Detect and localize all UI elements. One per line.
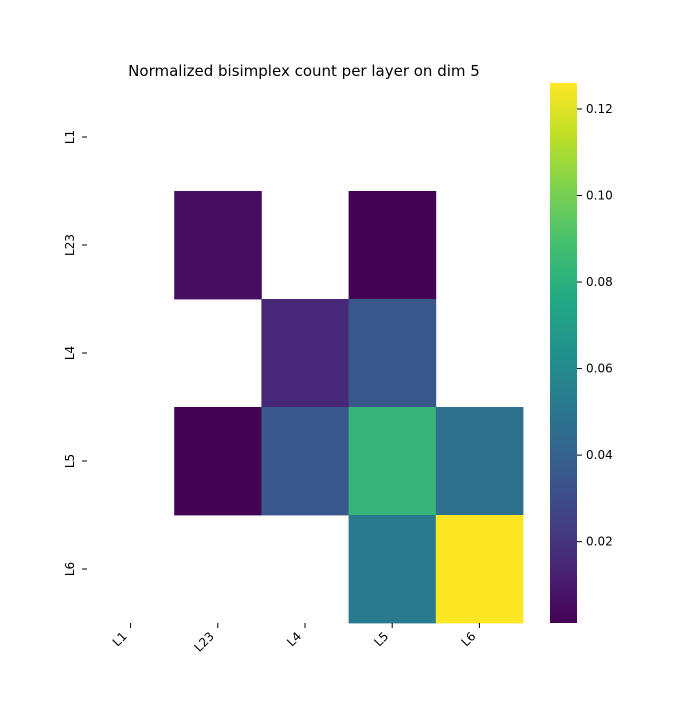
heatmap-cell-L5-L4: [261, 407, 349, 516]
heatmap-cell-L4-L4: [261, 299, 349, 408]
colorbar-tick-label: 0.08: [586, 275, 613, 289]
colorbar-tick-label: 0.06: [586, 362, 613, 376]
x-tick-label: L1: [110, 629, 130, 649]
colorbar: 0.02 0.04 0.06 0.08 0.10 0.12: [550, 83, 613, 623]
heatmap-cell-L4-L5: [348, 299, 437, 408]
chart-title: Normalized bisimplex count per layer on …: [128, 62, 480, 80]
heatmap-cell-L5-L5: [348, 407, 437, 516]
y-tick-label: L23: [63, 234, 77, 256]
colorbar-tick-label: 0.04: [586, 448, 613, 462]
x-tick-label: L5: [371, 629, 391, 649]
heatmap-cell-L23-L5: [348, 191, 437, 300]
heatmap-cell-L6-L6: [435, 515, 524, 624]
x-tick-label: L23: [191, 629, 216, 654]
y-axis: L1 L23 L4 L5 L6: [63, 130, 87, 576]
heatmap-cell-L5-L6: [435, 407, 524, 516]
colorbar-tick-label: 0.10: [586, 189, 613, 203]
colorbar-gradient: [550, 83, 577, 623]
y-tick-label: L1: [63, 130, 77, 144]
x-tick-label: L6: [458, 629, 478, 649]
colorbar-tick-label: 0.12: [586, 102, 613, 116]
y-tick-label: L4: [63, 346, 77, 360]
heatmap-cells: [174, 191, 524, 624]
y-tick-label: L6: [63, 562, 77, 576]
heatmap-cell-L23-L23: [174, 191, 262, 300]
heatmap-cell-L6-L5: [348, 515, 437, 624]
x-tick-label: L4: [284, 629, 304, 649]
y-tick-label: L5: [63, 454, 77, 468]
x-axis: L1 L23 L4 L5 L6: [110, 623, 480, 655]
colorbar-tick-label: 0.02: [586, 535, 613, 549]
heatmap-cell-L5-L23: [174, 407, 262, 516]
